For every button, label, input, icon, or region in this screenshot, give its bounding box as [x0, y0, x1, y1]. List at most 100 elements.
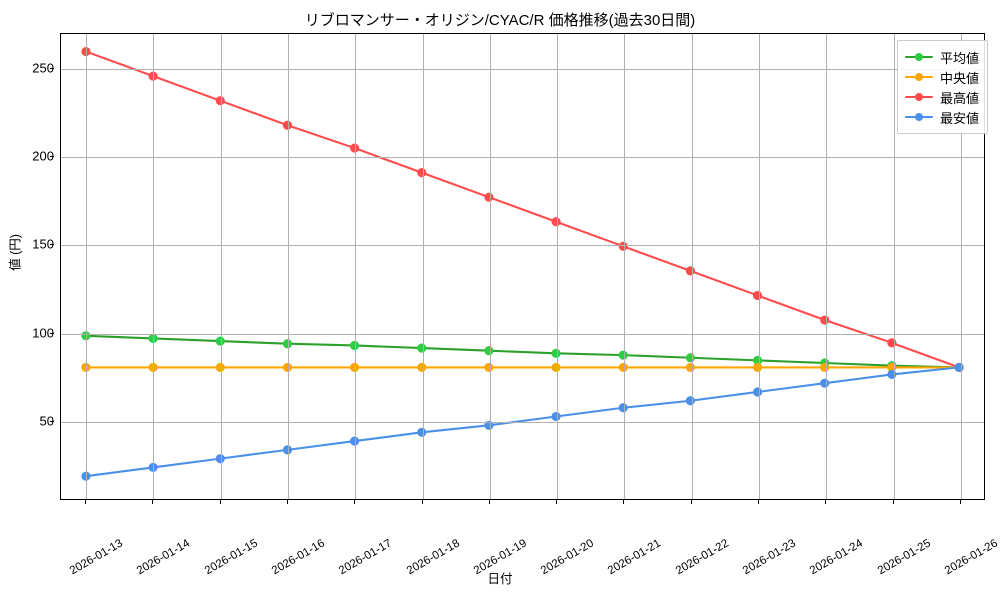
series-data-point	[820, 378, 830, 388]
series-data-point	[954, 362, 964, 372]
x-axis-tick-mark	[892, 500, 894, 504]
series-data-point	[417, 362, 427, 372]
gridline-vertical	[220, 34, 222, 499]
series-data-point	[282, 339, 293, 349]
series-data-point	[350, 436, 360, 446]
x-axis-tick-mark	[152, 500, 154, 504]
series-data-point	[551, 411, 561, 422]
x-axis-tick-mark	[286, 500, 288, 504]
x-axis-tick-mark	[960, 500, 961, 504]
series-data-point	[685, 266, 695, 276]
y-axis-tick-label: 150	[32, 236, 54, 252]
y-axis-tick-mark	[50, 68, 54, 70]
gridline-vertical	[489, 34, 491, 499]
series-data-point	[350, 143, 360, 153]
series-data-point	[484, 346, 494, 356]
gridline-vertical	[826, 34, 828, 499]
x-axis-tick-mark	[219, 500, 221, 504]
series-data-point	[148, 333, 158, 344]
legend-item[interactable]: 最高値	[904, 87, 979, 107]
series-data-point	[887, 369, 897, 379]
y-axis-tick-label: 50	[39, 413, 54, 429]
series-line	[84, 334, 961, 369]
legend-label: 最安値	[939, 110, 979, 126]
series-data-point	[350, 340, 360, 351]
y-axis-tick-label: 200	[32, 148, 54, 164]
series-data-point	[350, 362, 360, 372]
series-line	[84, 50, 961, 369]
series-data-point	[484, 420, 494, 430]
series-data-point	[685, 396, 695, 406]
gridline-horizontal	[61, 421, 984, 423]
series-data-point	[685, 362, 695, 372]
series-data-point	[820, 315, 830, 325]
series-data-point	[417, 343, 427, 353]
x-axis-tick-mark	[488, 500, 490, 504]
legend-swatch-icon	[904, 110, 933, 124]
series-data-point	[282, 445, 293, 455]
series-data-point	[81, 46, 91, 57]
series-line	[84, 366, 961, 478]
x-axis-tick-mark	[758, 500, 760, 504]
gridline-vertical	[961, 34, 962, 499]
y-axis-tick-mark	[50, 420, 54, 422]
series-data-point	[215, 96, 225, 106]
series-data-point	[282, 120, 293, 130]
plot-area	[60, 33, 985, 500]
series-data-point	[752, 362, 763, 372]
series-data-point	[148, 462, 158, 472]
legend-swatch-icon	[904, 70, 933, 84]
series-data-point	[551, 362, 561, 372]
series-data-point	[685, 353, 695, 363]
legend-label: 最高値	[939, 90, 979, 106]
series-data-point	[148, 362, 158, 372]
x-axis-tick-labels: 2026-01-13 2026-01-14 2026-01-15 2026-01-16…	[60, 500, 1000, 577]
series-data-point	[417, 168, 427, 178]
series-data-point	[484, 362, 494, 372]
series-data-point	[752, 290, 763, 301]
legend-item[interactable]: 最安値	[904, 107, 979, 127]
x-axis-tick-mark	[623, 500, 625, 504]
series-data-point	[148, 71, 158, 81]
gridline-vertical	[355, 34, 357, 499]
gridline-vertical	[893, 34, 895, 499]
legend-item[interactable]: 平均値	[904, 47, 979, 67]
y-axis-tick-label: 100	[32, 325, 54, 341]
series-data-point	[618, 403, 628, 413]
legend-label: 平均値	[939, 50, 979, 66]
legend-swatch-icon	[904, 50, 933, 64]
y-axis-tick-label: 250	[32, 60, 54, 76]
gridline-horizontal	[61, 157, 984, 159]
legend-swatch-icon	[904, 90, 933, 104]
series-data-point	[81, 362, 91, 372]
gridline-horizontal	[61, 333, 984, 335]
gridline-vertical	[624, 34, 626, 499]
series-data-point	[81, 331, 91, 341]
series-data-point	[282, 362, 293, 372]
x-axis-tick-mark	[85, 500, 86, 504]
y-axis-label: 値 (円)	[8, 234, 23, 271]
gridline-vertical	[422, 34, 424, 499]
series-data-point	[752, 387, 763, 397]
x-axis-label: 日付	[487, 572, 513, 586]
series-data-point	[618, 362, 628, 372]
legend-label: 中央値	[939, 70, 979, 86]
gridline-vertical	[287, 34, 289, 499]
x-axis-tick-mark	[556, 500, 558, 504]
series-data-point	[81, 471, 91, 481]
gridline-horizontal	[61, 69, 984, 71]
legend-item[interactable]: 中央値	[904, 67, 979, 87]
series-data-point	[887, 338, 897, 348]
gridline-vertical	[759, 34, 761, 499]
series-data-point	[215, 336, 225, 346]
gridline-vertical	[153, 34, 155, 499]
y-axis-tick-mark	[50, 156, 54, 158]
x-axis-tick-mark	[825, 500, 827, 504]
x-axis-tick-mark	[421, 500, 423, 504]
gridline-vertical	[557, 34, 559, 499]
chart-legend: 平均値中央値最高値最安値	[896, 40, 988, 134]
chart-series-svg	[81, 46, 964, 481]
series-data-point	[618, 350, 628, 360]
series-data-point	[215, 454, 225, 464]
